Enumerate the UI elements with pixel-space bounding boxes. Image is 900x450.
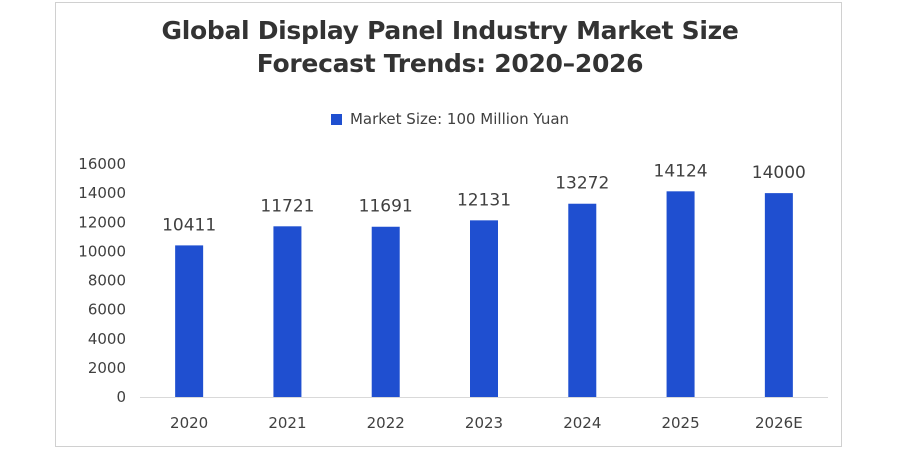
y-tick-label: 2000 [88, 359, 126, 377]
y-tick-label: 8000 [88, 272, 126, 290]
bar-2023 [470, 220, 498, 397]
x-axis: 2020 2021 2022 2023 2024 2025 2026E [170, 414, 803, 432]
data-label-2026E: 14000 [752, 163, 806, 183]
bar-2025 [666, 191, 695, 397]
x-tick-label: 2023 [465, 414, 503, 432]
chart-title-line-1: Global Display Panel Industry Market Siz… [161, 16, 739, 45]
data-label-2023: 12131 [457, 190, 511, 210]
legend-label: Market Size: 100 Million Yuan [349, 110, 570, 128]
chart-title-line-2: Forecast Trends: 2020–2026 [256, 49, 644, 78]
chart-title: Global Display Panel Industry Market Siz… [0, 14, 900, 80]
y-tick-label: 6000 [88, 301, 126, 319]
bar-2024 [568, 203, 597, 397]
data-label-2021: 11721 [260, 196, 314, 216]
y-tick-label: 16000 [78, 155, 126, 173]
bar-2022 [371, 226, 400, 397]
bar-2026E [764, 193, 793, 397]
bar-2021 [273, 226, 302, 397]
x-tick-label: 2021 [268, 414, 306, 432]
data-label-2022: 11691 [359, 197, 413, 217]
data-labels: 10411 11721 11691 12131 13272 14124 14000 [162, 161, 806, 235]
bar-2020 [175, 245, 204, 397]
y-tick-label: 12000 [78, 213, 126, 231]
x-tick-label: 2022 [367, 414, 405, 432]
y-tick-label: 10000 [78, 242, 126, 260]
data-label-2025: 14124 [654, 161, 708, 181]
x-tick-label: 2020 [170, 414, 208, 432]
y-tick-label: 14000 [78, 184, 126, 202]
data-label-2024: 13272 [555, 174, 609, 194]
y-tick-label: 0 [116, 388, 126, 406]
x-tick-label: 2026E [755, 414, 803, 432]
y-axis: 0 2000 4000 6000 8000 10000 12000 14000 16000 [78, 155, 126, 406]
chart-legend: Market Size: 100 Million Yuan [0, 110, 900, 128]
y-tick-label: 4000 [88, 330, 126, 348]
x-tick-label: 2024 [563, 414, 601, 432]
bars [175, 191, 793, 397]
legend-swatch-icon [330, 114, 342, 125]
data-label-2020: 10411 [162, 215, 216, 235]
x-tick-label: 2025 [661, 414, 699, 432]
